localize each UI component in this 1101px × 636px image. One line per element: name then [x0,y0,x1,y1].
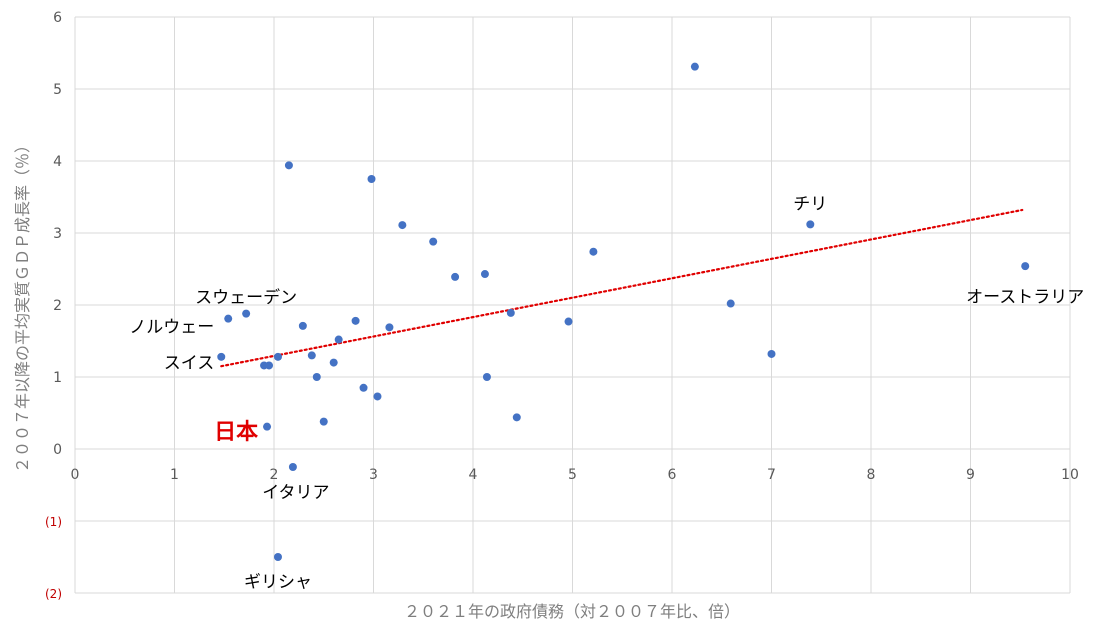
x-tick-label: 8 [867,467,876,483]
data-point [512,413,521,422]
trendline-group [220,208,1024,368]
data-point [806,220,815,229]
x-tick-label: 7 [767,467,776,483]
x-tick-label: 2 [270,467,279,483]
y-tick-label: 4 [53,154,62,170]
y-tick-label: 1 [53,370,62,386]
data-point [273,553,282,561]
y-axis-ticks: 6 5 4 3 2 1 0 (1) (2) [45,10,62,601]
x-tick-label: 10 [1061,467,1079,483]
country-label: イタリア [262,483,329,503]
country-label: ギリシャ [244,572,312,592]
y-tick-label: 3 [53,226,62,242]
data-point [319,417,328,426]
country-label: スイス [164,354,215,374]
data-point [506,308,515,317]
x-axis-ticks: 0 1 2 3 4 5 6 7 8 9 10 [71,467,1079,483]
highlight-label: 日本 [214,420,258,445]
country-label: チリ [793,194,827,214]
x-tick-label: 6 [668,467,677,483]
data-point [312,373,321,381]
country-label: スウェーデン [195,287,297,308]
data-point [265,361,274,370]
data-point [273,352,282,361]
data-points [217,62,1030,561]
data-point [398,221,407,230]
data-point [690,62,699,71]
data-point [351,316,360,325]
data-point [373,392,382,401]
x-tick-label: 0 [71,467,80,483]
data-point [564,317,573,326]
x-tick-label: 5 [568,467,577,483]
data-point [307,351,316,360]
data-point [482,373,491,381]
data-point [329,358,338,367]
data-point [298,321,307,330]
data-point [726,299,735,308]
data-point [480,270,489,279]
data-point [224,314,233,323]
data-point [217,352,226,361]
data-point [367,175,376,183]
x-axis-title: ２０２１年の政府債務（対２００７年比、倍） [404,602,740,621]
country-label: ノルウェー [129,318,214,338]
y-tick-label: 6 [53,10,62,26]
data-point [1021,262,1030,271]
gridlines [74,16,1071,594]
y-tick-label: (2) [45,587,62,601]
y-axis-title: ２００７年以降の平均実質ＧＤＰ成長率（％） [13,137,32,473]
y-tick-label: (1) [45,515,62,529]
data-point [359,383,368,392]
data-point [767,349,776,358]
country-label: オーストラリア [966,287,1084,307]
y-tick-label: 2 [53,298,62,314]
data-point [589,247,598,256]
x-tick-label: 4 [469,467,478,483]
trendline [220,208,1024,368]
data-point [242,309,251,318]
data-point [385,323,394,332]
x-tick-label: 9 [966,467,975,483]
data-point [334,335,343,344]
y-tick-label: 5 [53,82,62,98]
data-point [429,237,438,246]
x-tick-label: 1 [170,467,179,483]
data-point [451,272,460,281]
data-point [288,463,297,471]
data-point [263,422,272,431]
data-point [284,161,293,170]
y-tick-label: 0 [53,442,62,458]
x-tick-label: 3 [369,467,378,483]
